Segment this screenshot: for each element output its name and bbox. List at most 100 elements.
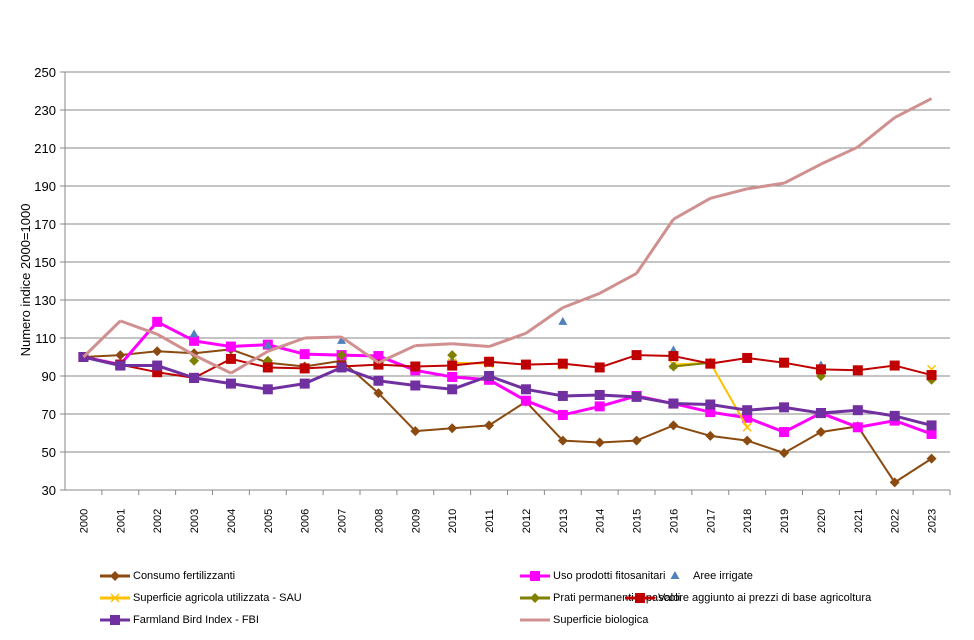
gridlines: [65, 71, 950, 453]
line-segment: [230, 382, 269, 391]
line-segment: [230, 350, 269, 375]
legend-label: Aree irrigate: [693, 570, 753, 582]
line-segment: [415, 427, 453, 433]
data-point: [263, 340, 273, 349]
line-segment: [415, 364, 453, 368]
series-valore-aggiunto-ai-prezzi-di-base-agricoltura: [78, 350, 937, 383]
line-segment: [857, 364, 895, 372]
data-point: [484, 356, 495, 367]
line-segment: [488, 331, 527, 348]
y-tick-label: 190: [34, 179, 56, 194]
legend-swatch: [520, 618, 550, 622]
line-segment: [783, 431, 822, 454]
x-tick-label: 2014: [595, 509, 607, 533]
line-segment: [119, 320, 159, 366]
line-segment: [856, 116, 896, 149]
legend-marker: [110, 571, 120, 581]
y-tick-label: 210: [34, 141, 56, 156]
x-tick-label: 2007: [337, 509, 349, 533]
data-point: [189, 335, 200, 346]
data-point: [520, 359, 531, 370]
y-tick-label: 110: [35, 331, 56, 346]
x-tick-label: 2019: [779, 509, 791, 533]
data-point: [742, 412, 753, 423]
legend-item: Consumo fertilizzanti: [100, 570, 235, 582]
data-point: [926, 453, 937, 464]
line-segment: [120, 350, 158, 357]
data-point: [705, 399, 716, 410]
line-segment: [673, 424, 711, 437]
x-tick-label: 2004: [226, 509, 238, 533]
data-point: [742, 405, 753, 416]
data-point: [299, 349, 310, 360]
line-segment: [635, 218, 675, 275]
line-segment: [230, 348, 269, 364]
line-segment: [377, 354, 416, 372]
data-point: [852, 422, 863, 433]
y-axis-label: Numero indice 2000=1000: [18, 204, 33, 357]
line-segment: [267, 343, 306, 356]
data-point: [373, 375, 384, 386]
line-segment: [672, 197, 712, 221]
legend-marker: [530, 571, 540, 581]
line-segment: [599, 393, 637, 399]
line-segment: [636, 354, 674, 358]
line-segment: [709, 362, 749, 428]
data-point: [889, 360, 900, 371]
data-point: [779, 427, 790, 438]
legend-swatch: [625, 593, 655, 603]
line-segment: [894, 419, 933, 436]
y-tick-label: 30: [42, 483, 56, 498]
line-segment: [415, 368, 453, 379]
data-point: [742, 435, 753, 446]
data-point: [336, 362, 347, 373]
line-segment: [378, 363, 416, 368]
data-point: [225, 353, 236, 364]
legend-swatch: [670, 571, 680, 579]
legend-marker: [670, 571, 680, 579]
data-point: [299, 363, 310, 374]
data-point: [373, 388, 384, 399]
line-segment: [193, 358, 232, 379]
legend-label: Valore aggiunto ai prezzi di base agrico…: [658, 592, 872, 604]
data-point: [779, 402, 790, 413]
data-point: [152, 316, 163, 327]
legend-swatch: [100, 615, 130, 625]
data-point: [447, 371, 458, 382]
y-tick-label: 170: [34, 217, 56, 232]
x-tick-label: 2003: [189, 509, 201, 533]
line-segment: [341, 363, 379, 368]
data-point: [557, 409, 568, 420]
y-tick-label: 130: [34, 293, 56, 308]
data-point: [447, 423, 458, 434]
data-point: [668, 398, 679, 409]
line-segment: [304, 352, 342, 357]
data-point: [484, 420, 495, 431]
data-point: [705, 407, 716, 418]
line-segment: [783, 411, 822, 434]
legend-label: Superficie agricola utilizzata - SAU: [133, 592, 302, 604]
line-segment: [488, 378, 527, 403]
x-tick-label: 2022: [890, 509, 902, 533]
line-segment: [710, 356, 748, 365]
line-segment: [746, 416, 785, 434]
line-segment: [156, 332, 195, 357]
line-segment: [525, 399, 564, 417]
line-segment: [267, 366, 305, 370]
legend-item: Aree irrigate: [660, 570, 753, 582]
x-tick-label: 2015: [632, 509, 644, 533]
legend-swatch: [520, 593, 550, 603]
line-segment: [820, 411, 859, 429]
line-segment: [710, 434, 748, 442]
line-segment: [562, 393, 600, 398]
legend-marker: [110, 615, 120, 625]
series-superficie-biologica: [82, 97, 933, 375]
x-tick-label: 2008: [373, 509, 385, 533]
line-segment: [820, 408, 858, 415]
line-segment: [452, 360, 490, 367]
data-point: [115, 360, 126, 371]
legend-marker: [530, 593, 540, 603]
data-point: [668, 420, 679, 431]
line-segment: [193, 339, 232, 349]
line-segment: [857, 419, 895, 429]
